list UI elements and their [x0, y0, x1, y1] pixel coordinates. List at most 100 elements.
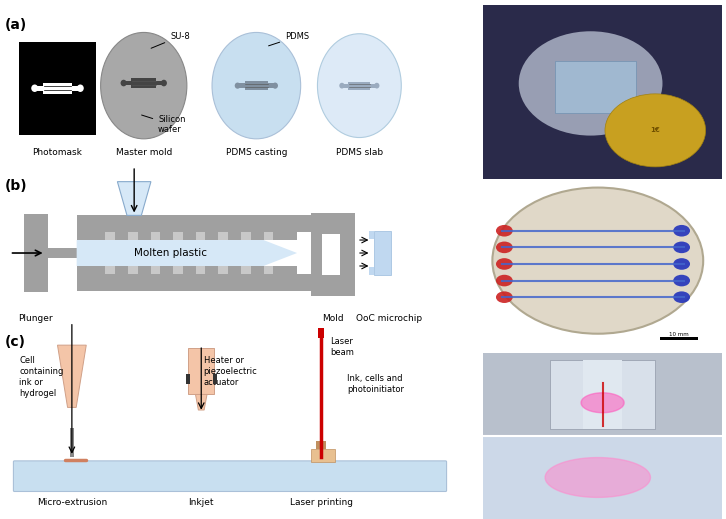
Circle shape — [673, 258, 690, 270]
Circle shape — [374, 83, 380, 89]
Circle shape — [31, 85, 38, 92]
Text: 1€: 1€ — [650, 127, 660, 133]
Text: Silicon
wafer: Silicon wafer — [142, 115, 186, 134]
Text: PDMS slab: PDMS slab — [336, 148, 383, 157]
Bar — [105, 232, 115, 240]
Bar — [245, 81, 268, 90]
Circle shape — [519, 31, 663, 135]
Ellipse shape — [101, 32, 187, 139]
Bar — [174, 232, 183, 240]
Bar — [77, 274, 340, 291]
Circle shape — [605, 94, 706, 167]
Text: OoC microchip: OoC microchip — [356, 314, 423, 323]
Text: Ink, cells and
photoinitiator: Ink, cells and photoinitiator — [348, 374, 404, 394]
Bar — [77, 215, 340, 232]
Bar — [48, 248, 101, 258]
Bar — [77, 232, 297, 240]
Text: Master mold: Master mold — [115, 148, 172, 157]
Circle shape — [234, 83, 240, 89]
Bar — [237, 84, 245, 88]
Bar — [348, 81, 370, 90]
Bar — [77, 266, 297, 274]
Bar — [131, 78, 156, 88]
Polygon shape — [581, 393, 624, 413]
Bar — [219, 266, 228, 274]
Circle shape — [496, 258, 513, 270]
Text: (c): (c) — [5, 335, 26, 349]
Bar — [105, 266, 115, 274]
Bar — [268, 84, 275, 88]
Circle shape — [492, 187, 703, 334]
Circle shape — [121, 80, 126, 86]
Text: Inkjet: Inkjet — [189, 498, 214, 507]
Bar — [374, 231, 391, 275]
Circle shape — [77, 85, 83, 92]
Bar — [317, 441, 326, 449]
Bar — [128, 266, 138, 274]
Text: (a): (a) — [5, 18, 27, 32]
Bar — [369, 267, 374, 275]
Bar — [156, 80, 164, 85]
Bar — [342, 84, 348, 88]
Text: Heater or
piezoelectric
actuator: Heater or piezoelectric actuator — [203, 356, 258, 387]
Text: Laser
beam: Laser beam — [330, 337, 354, 357]
Circle shape — [496, 225, 513, 237]
Circle shape — [673, 275, 690, 286]
Circle shape — [673, 291, 690, 303]
Text: 10 mm: 10 mm — [669, 332, 689, 337]
Circle shape — [161, 80, 167, 86]
Bar — [188, 348, 214, 394]
Bar — [196, 232, 205, 240]
Bar — [322, 234, 340, 275]
Text: SU-8: SU-8 — [151, 32, 190, 48]
Bar — [150, 232, 160, 240]
Circle shape — [673, 241, 690, 253]
Bar — [24, 214, 48, 292]
Bar — [660, 337, 698, 340]
Circle shape — [496, 241, 513, 253]
Polygon shape — [545, 458, 650, 497]
Bar — [196, 266, 205, 274]
Circle shape — [272, 83, 278, 89]
Text: Laser printing: Laser printing — [290, 498, 353, 507]
Polygon shape — [118, 182, 151, 215]
FancyBboxPatch shape — [13, 461, 446, 491]
Circle shape — [496, 275, 513, 286]
Circle shape — [496, 291, 513, 303]
Text: Photomask: Photomask — [33, 148, 83, 157]
Bar — [318, 328, 325, 338]
Polygon shape — [195, 394, 207, 410]
Text: Cell
containing
ink or
hydrogel: Cell containing ink or hydrogel — [19, 356, 64, 398]
Bar — [123, 80, 131, 85]
Bar — [174, 266, 183, 274]
Text: Molten plastic: Molten plastic — [134, 248, 207, 258]
Bar — [370, 84, 377, 88]
Bar — [72, 86, 81, 91]
Bar — [483, 353, 722, 436]
Text: PDMS casting: PDMS casting — [226, 148, 287, 157]
Bar — [311, 213, 354, 296]
Bar — [44, 83, 72, 93]
Bar — [128, 232, 138, 240]
Text: Micro-extrusion: Micro-extrusion — [37, 498, 107, 507]
Bar — [213, 374, 217, 384]
Bar — [483, 436, 722, 519]
Text: PDMS: PDMS — [269, 32, 309, 46]
Polygon shape — [77, 240, 297, 266]
Bar — [584, 360, 621, 429]
Bar — [70, 428, 74, 457]
Ellipse shape — [317, 34, 401, 138]
Circle shape — [339, 83, 345, 89]
Bar — [311, 449, 335, 462]
Polygon shape — [57, 345, 86, 407]
Bar — [241, 232, 250, 240]
Text: Plunger: Plunger — [19, 314, 53, 323]
Bar — [219, 232, 228, 240]
Bar — [186, 374, 189, 384]
Bar — [35, 86, 44, 91]
Ellipse shape — [212, 32, 301, 139]
Bar — [550, 360, 656, 429]
Bar — [150, 266, 160, 274]
Bar — [369, 231, 374, 239]
Bar — [241, 266, 250, 274]
